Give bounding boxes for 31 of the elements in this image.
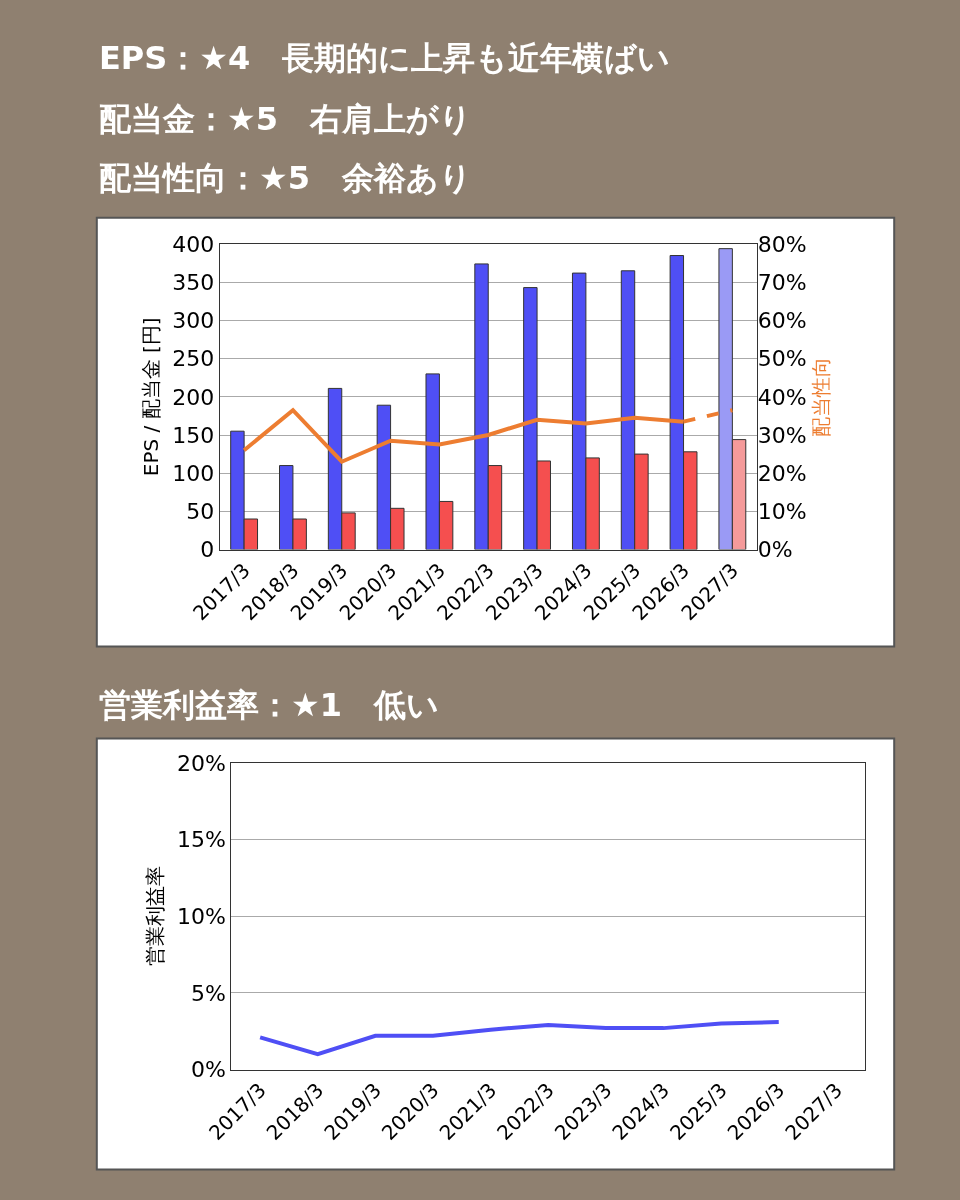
y-tick-label: 350 — [172, 269, 215, 295]
y2-axis-title: 配当性向 — [809, 356, 834, 437]
y-tick-label: 0% — [191, 1057, 226, 1083]
y-axis-title: EPS / 配当金 [円] — [138, 317, 163, 477]
chart-title: EPS：★4 長期的に上昇も近年横ばい — [99, 39, 671, 77]
y-axis-title: 営業利益率 — [143, 866, 168, 967]
y-tick-label: 15% — [177, 827, 226, 853]
y2-tick-label: 50% — [757, 346, 807, 372]
y2-tick-label: 0% — [757, 537, 793, 563]
y-tick-label: 0 — [200, 537, 215, 563]
y-tick-label: 300 — [172, 308, 215, 334]
y2-tick-label: 10% — [757, 499, 807, 525]
y-tick-label: 5% — [191, 980, 226, 1006]
y2-tick-label: 30% — [757, 422, 807, 448]
y-tick-label: 150 — [172, 422, 215, 448]
chart-title: 営業利益率：★1 低い — [99, 686, 439, 724]
chart-subtitle: 配当金：★5 右肩上がり — [99, 100, 472, 138]
y2-tick-label: 80% — [757, 231, 807, 257]
y-tick-label: 10% — [177, 903, 226, 929]
y-tick-label: 100 — [172, 460, 215, 486]
y2-tick-label: 70% — [757, 269, 807, 295]
line-series — [258, 1019, 781, 1057]
y2-tick-label: 40% — [757, 384, 807, 410]
y2-tick-label: 60% — [757, 308, 807, 334]
text: 配当性向：★5 余裕あり — [99, 159, 472, 197]
y-tick-label: 400 — [172, 231, 215, 257]
y-tick-label: 20% — [177, 750, 226, 776]
y-tick-label: 200 — [172, 384, 215, 410]
y-tick-label: 250 — [172, 346, 215, 372]
y-tick-label: 50 — [186, 499, 215, 525]
y2-tick-label: 20% — [757, 460, 807, 486]
